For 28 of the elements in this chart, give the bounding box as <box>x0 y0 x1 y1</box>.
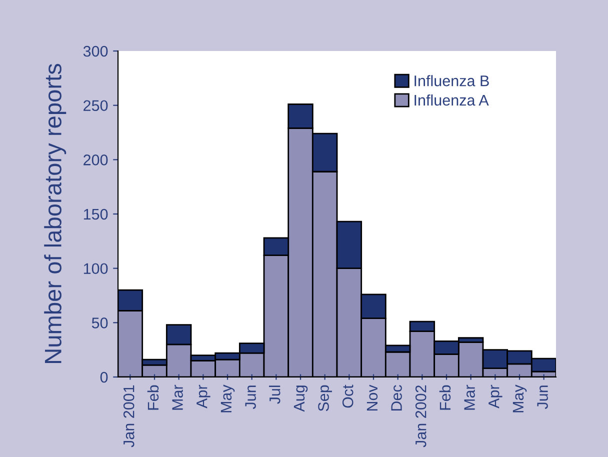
x-tick-label: Aug <box>294 386 308 412</box>
x-tick-label: Jun <box>245 386 256 410</box>
x-tick-label: Jun <box>537 386 548 410</box>
x-tick-label: Jan 2002 <box>415 385 426 448</box>
x-tick-label: May <box>220 384 235 412</box>
x-tick-label: Dec <box>391 385 402 411</box>
x-tick-label: Sep <box>318 385 332 412</box>
y-tick-label: 200 <box>84 154 108 166</box>
x-tick-label: Feb <box>439 385 451 410</box>
legend-label: Influenza A <box>414 94 489 106</box>
x-tick-label: Jul <box>269 386 280 404</box>
y-tick-label: 250 <box>84 100 108 112</box>
x-tick-label: May <box>512 384 527 412</box>
x-tick-label: Nov <box>366 384 378 411</box>
y-tick-label: 100 <box>84 263 108 274</box>
legend-label: Influenza B <box>414 75 489 86</box>
y-tick-label: 150 <box>84 208 108 220</box>
x-tick-label: Mar <box>172 384 183 410</box>
y-tick-label: 50 <box>92 318 108 328</box>
x-tick-label: Feb <box>147 385 159 410</box>
x-tick-label: Mar <box>464 384 475 410</box>
x-tick-label: Oct <box>342 384 354 408</box>
x-tick-label: Apr <box>488 384 502 408</box>
y-tick-label: 300 <box>83 46 108 57</box>
x-tick-label: Apr <box>196 384 210 408</box>
y-tick-label: 0 <box>100 372 108 383</box>
x-tick-label: Jan 2001 <box>123 385 134 448</box>
y-axis-title: Number of laboratory reports <box>44 64 66 363</box>
